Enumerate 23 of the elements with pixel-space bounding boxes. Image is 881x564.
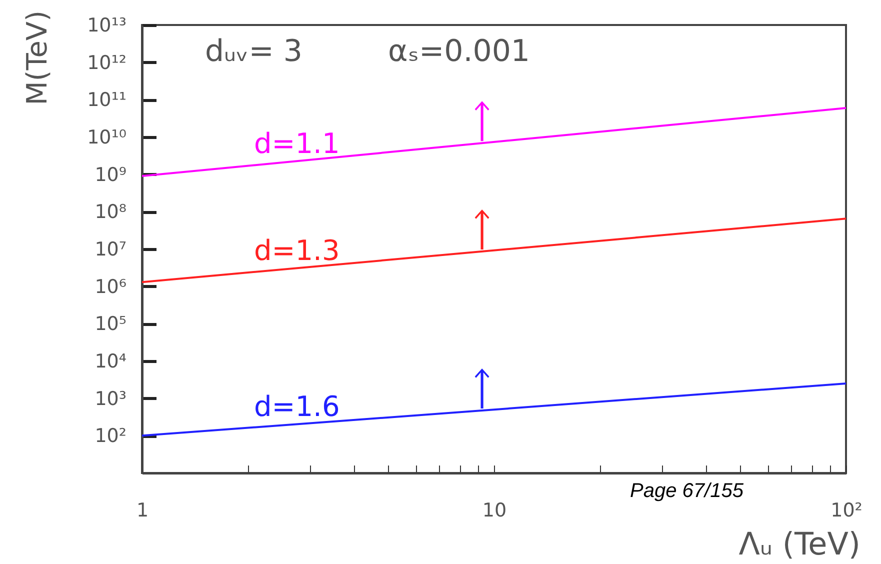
y-tick-label: 10⁸ [94,201,126,224]
text: Page 67/155 [630,480,744,502]
y-tick-label: 10⁵ [94,313,126,336]
series-label: d=1.3 [254,234,340,268]
y-tick-label: 10⁷ [94,238,126,260]
series-label: d=1.1 [254,127,340,160]
y-tick-label: 10⁹ [94,164,126,186]
y-axis-title: M(TeV) [20,10,54,106]
annotation: αₛ=0.001 [388,34,530,69]
x-tick-label: 10 [482,500,507,522]
y-tick-label: 10² [94,425,126,448]
x-tick-label: 10² [830,500,862,522]
y-tick-label: 10⁴ [94,350,127,372]
annotation: dᵤᵥ= 3 [205,34,302,69]
x-tick-label: 1 [136,500,149,522]
series-label: d=1.6 [254,390,340,424]
y-tick-label: 10¹² [87,52,126,74]
y-tick-label: 10¹¹ [87,89,126,112]
y-tick-label: 10¹⁰ [87,126,126,148]
y-tick-label: 10¹³ [87,14,126,36]
y-tick-label: 10³ [94,388,126,410]
y-tick-label: 10⁶ [94,276,126,298]
x-axis-title: Λᵤ (TeV) [738,526,860,562]
